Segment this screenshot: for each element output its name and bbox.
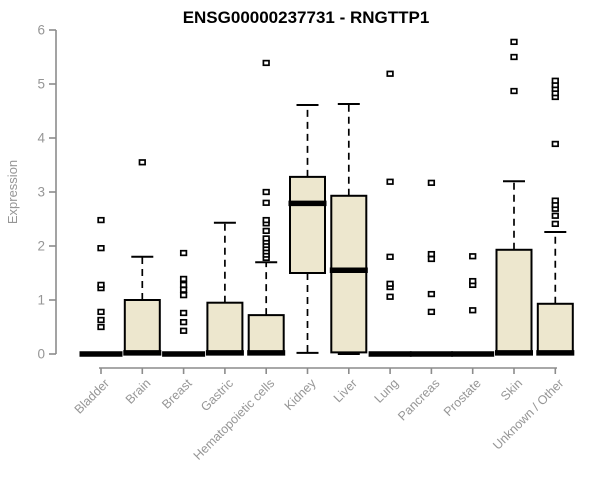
y-tick-label: 4 — [37, 131, 45, 146]
iqr-box — [536, 302, 574, 355]
y-tick-label: 2 — [37, 239, 45, 254]
outlier-point — [386, 70, 394, 77]
outlier-point — [427, 179, 436, 186]
outlier-point — [262, 235, 270, 242]
outlier-point — [97, 281, 105, 289]
outlier-point — [179, 286, 188, 293]
x-tick-label: Unknown / Other — [490, 376, 566, 452]
box-group-prostate — [451, 253, 495, 357]
box-group-liver — [329, 102, 368, 355]
x-tick-label: Breast — [159, 376, 195, 412]
box-group-lung — [368, 70, 412, 357]
outlier-point — [510, 53, 518, 61]
outlier-point — [97, 245, 105, 252]
x-tick-label: Liver — [331, 376, 360, 405]
box-group-brain — [123, 159, 162, 356]
y-tick-label: 3 — [37, 185, 45, 200]
outlier-point — [262, 59, 270, 67]
x-tick-label: Bladder — [72, 376, 112, 416]
outlier-point — [551, 212, 559, 219]
x-tick-label: Pancreas — [395, 376, 442, 423]
box-group-kidney — [288, 104, 327, 354]
x-tick-label: Kidney — [282, 376, 319, 413]
x-tick-label: Brain — [123, 376, 154, 407]
outlier-point — [179, 309, 188, 317]
iqr-box — [289, 175, 326, 275]
outlier-point — [469, 253, 477, 260]
outlier-point — [386, 293, 394, 300]
iqr-box — [247, 314, 285, 355]
outlier-point — [179, 291, 188, 299]
iqr-box — [206, 301, 244, 356]
outlier-point — [179, 281, 188, 289]
box-group-gastric — [205, 221, 244, 356]
outlier-point — [262, 227, 270, 235]
outlier-point — [179, 249, 188, 257]
outlier-point — [262, 216, 270, 224]
outlier-point — [469, 307, 477, 314]
x-tick-label: Hematopoietic cells — [191, 376, 278, 463]
outlier-point — [551, 197, 559, 204]
y-tick-label: 5 — [37, 77, 45, 92]
x-tick-label: Skin — [498, 376, 525, 403]
x-tick-label: Lung — [372, 376, 402, 406]
outlier-point — [97, 216, 105, 224]
outlier-point — [551, 140, 559, 148]
iqr-box — [330, 194, 368, 354]
outlier-point — [179, 327, 188, 334]
outlier-point — [262, 199, 270, 206]
outlier-point — [551, 220, 559, 228]
y-tick-label: 1 — [37, 293, 45, 308]
outlier-point — [386, 253, 394, 260]
outlier-point — [386, 280, 394, 287]
y-axis-label: Expression — [5, 160, 20, 224]
box-groups — [79, 38, 575, 357]
outlier-point — [427, 255, 436, 263]
iqr-box — [123, 299, 161, 355]
iqr-box — [495, 248, 533, 355]
y-tick-label: 0 — [37, 347, 45, 362]
outlier-point — [427, 308, 436, 316]
outlier-point — [510, 38, 518, 46]
box-group-hematopoietic-cells — [247, 59, 286, 356]
outlier-point — [469, 277, 477, 285]
box-group-bladder — [79, 216, 123, 357]
outlier-point — [427, 290, 436, 298]
chart-title: ENSG00000237731 - RNGTTP1 — [183, 8, 430, 27]
outlier-point — [179, 275, 188, 283]
outlier-point — [97, 323, 105, 331]
x-tick-label: Prostate — [441, 376, 484, 419]
outlier-point — [97, 316, 105, 324]
box-group-unknown-other — [536, 77, 575, 356]
outlier-point — [179, 318, 188, 326]
x-tick-label: Gastric — [198, 376, 236, 414]
outlier-point — [138, 159, 146, 166]
box-group-breast — [162, 249, 206, 357]
outlier-point — [427, 250, 436, 258]
y-tick-label: 6 — [37, 23, 45, 38]
outlier-point — [510, 87, 518, 95]
outlier-point — [262, 188, 270, 196]
outlier-point — [386, 178, 394, 185]
box-group-skin — [495, 38, 533, 356]
outlier-point — [97, 308, 105, 316]
outlier-point — [551, 77, 559, 84]
box-group-pancreas — [409, 179, 453, 357]
